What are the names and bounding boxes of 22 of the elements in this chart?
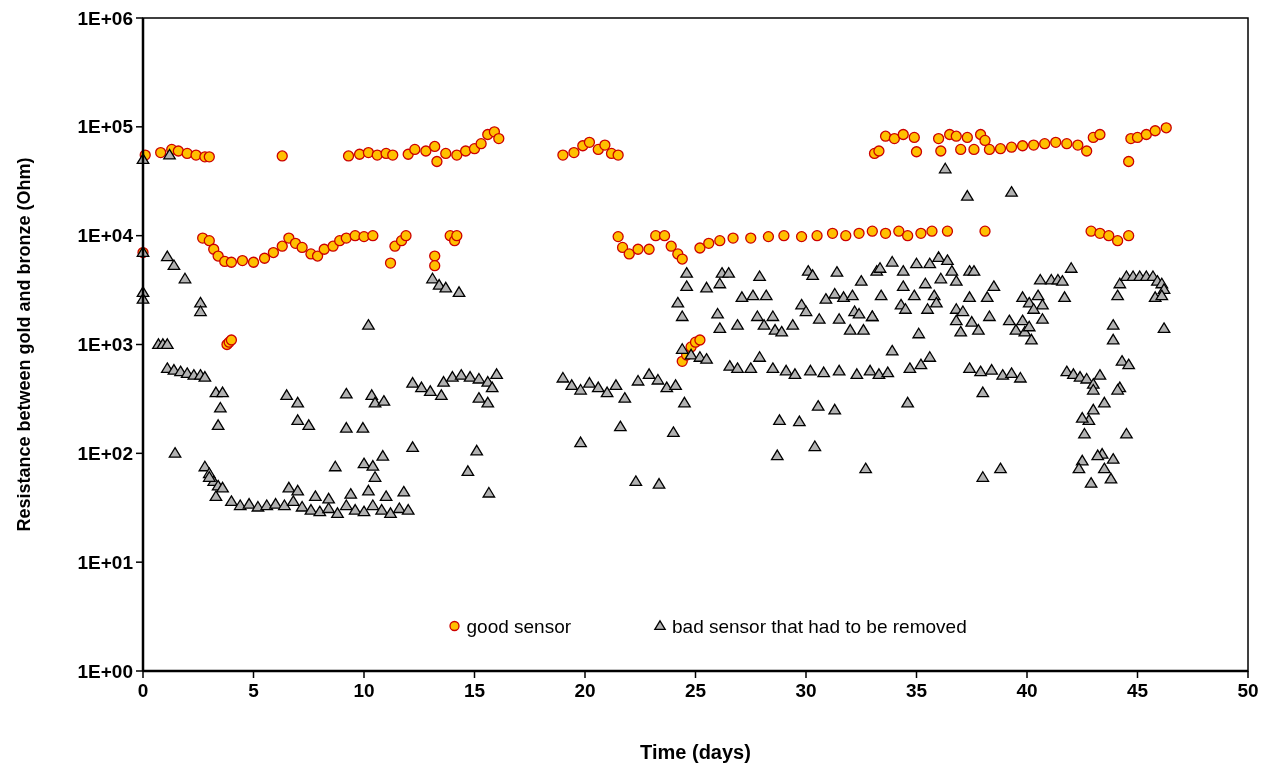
x-tick-label: 30 xyxy=(795,680,817,701)
y-tick-label: 1E+06 xyxy=(77,7,133,29)
x-tick-label: 35 xyxy=(905,680,928,701)
x-tick-label: 50 xyxy=(1237,680,1259,701)
x-tick-label: 10 xyxy=(353,680,375,701)
y-tick-label: 1E+00 xyxy=(77,660,133,682)
y-tick-label: 1E+03 xyxy=(77,334,133,356)
legend-label: good sensor xyxy=(466,615,572,637)
x-tick-label: 15 xyxy=(463,680,486,701)
y-tick-label: 1E+04 xyxy=(77,225,134,247)
x-tick-label: 40 xyxy=(1016,680,1038,701)
x-axis-title: Time (days) xyxy=(640,741,751,763)
x-tick-label: 20 xyxy=(574,680,596,701)
y-tick-label: 1E+02 xyxy=(77,442,133,464)
y-tick-label: 1E+01 xyxy=(77,551,134,573)
x-tick-label: 5 xyxy=(248,680,260,701)
x-tick-label: 25 xyxy=(684,680,707,701)
y-tick-label: 1E+05 xyxy=(77,116,134,138)
y-axis-title: Resistance between gold and bronze (Ohm) xyxy=(14,157,35,532)
x-tick-label: 45 xyxy=(1126,680,1149,701)
legend-label: bad sensor that had to be removed xyxy=(672,615,967,637)
x-tick-label: 0 xyxy=(137,680,149,701)
